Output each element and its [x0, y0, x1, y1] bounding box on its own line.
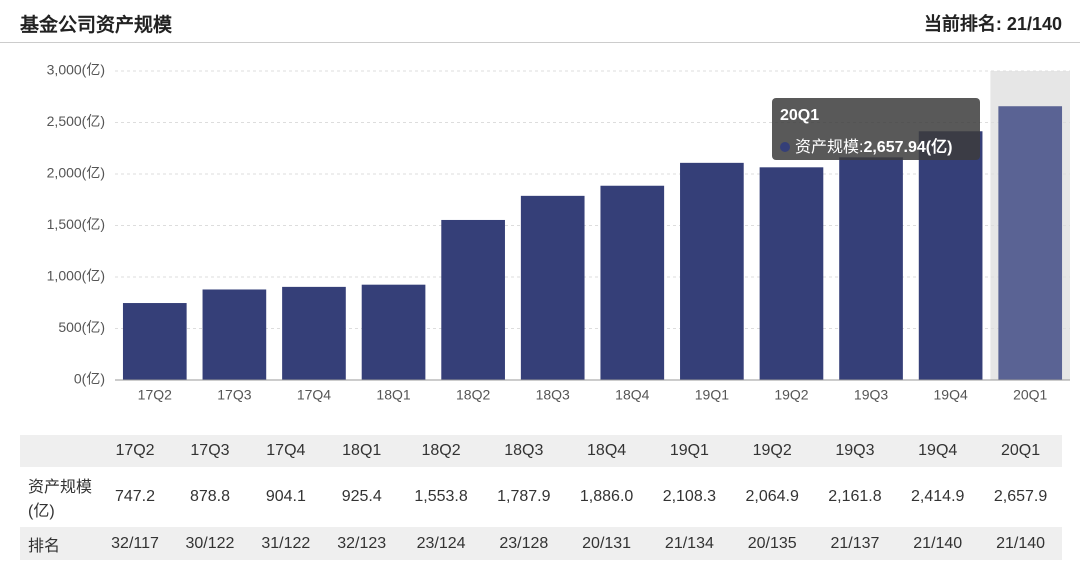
table-cell: 19Q2: [730, 435, 814, 467]
table-cell: 17Q3: [172, 435, 248, 467]
table-cell: 19Q3: [813, 435, 897, 467]
table-cell: 2,414.9: [911, 488, 965, 505]
y-tick-label: 2,000(亿): [47, 165, 105, 181]
table-cell: 904.1: [265, 488, 306, 505]
bar: [759, 167, 824, 380]
table-cell: 32/123: [323, 527, 400, 560]
header: 基金公司资产规模 当前排名: 21/140: [0, 0, 1080, 43]
table-cell: 18Q4: [565, 435, 648, 467]
table-cell: 1,553.8: [414, 488, 468, 505]
y-tick-label: 2,500(亿): [47, 113, 105, 129]
y-tick-label: 1,500(亿): [47, 216, 105, 232]
tooltip-row: 资产规模:2,657.94(亿): [780, 133, 952, 157]
x-tick-label: 17Q3: [217, 387, 251, 403]
bar: [122, 303, 187, 380]
bar: [282, 286, 346, 380]
x-tick-label: 17Q4: [297, 387, 331, 403]
table-cell: 20/131: [565, 527, 648, 560]
table-cell: 17Q2: [98, 435, 173, 467]
table-cell: 17Q4: [247, 435, 324, 467]
table-cell: 2,108.3: [662, 488, 717, 505]
x-tick-label: 19Q2: [774, 387, 808, 403]
y-tick-label: 500(亿): [58, 319, 105, 335]
table-cell: 878.8: [189, 488, 230, 505]
table-cell: 21/140: [896, 527, 980, 560]
table-cell: 20/135: [730, 527, 814, 560]
bar: [918, 131, 983, 380]
table-cell: 21/140: [979, 527, 1062, 560]
table-cell: 32/117: [98, 527, 173, 560]
table-cell: 30/122: [172, 527, 248, 560]
x-tick-label: 19Q3: [854, 387, 888, 403]
x-tick-label: 19Q4: [934, 387, 968, 403]
table-cell: 资产规模(亿): [28, 479, 93, 520]
table-row: 17Q2 17Q3 17Q4 18Q1 18Q2 18Q3 18Q4 19Q1 19Q2 19Q3…: [20, 435, 1062, 467]
table-cell: 21/137: [813, 527, 897, 560]
x-tick-label: 20Q1: [1013, 387, 1047, 403]
table-cell: 925.4: [341, 488, 382, 505]
data-table: 17Q2 17Q3 17Q4 18Q1 18Q2 18Q3 18Q4 19Q1 19Q2 19Q3…: [20, 435, 1062, 560]
table-cell: 18Q3: [482, 435, 566, 467]
table-cell: 2,657.9: [993, 488, 1048, 505]
tooltip: 20Q1 资产规模:2,657.94(亿): [772, 98, 980, 160]
table-cell: 747.2: [114, 488, 156, 505]
tooltip-value: 2,657.94(亿): [863, 139, 953, 156]
y-tick-label: 0(亿): [74, 371, 105, 387]
table-cell: [20, 435, 98, 467]
x-tick-label: 19Q1: [695, 387, 729, 403]
table-cell: 1,886.0: [579, 488, 634, 505]
bar: [202, 289, 267, 380]
tooltip-label: 资产规模:: [795, 139, 864, 156]
table-cell: 18Q1: [323, 435, 400, 467]
y-tick-label: 1,000(亿): [47, 268, 105, 284]
table-cell: 31/122: [247, 527, 324, 560]
bar: [839, 157, 903, 380]
chart: 0(亿) 500(亿) 1,000(亿) 1,500(亿) 2,000(亿) 2,500(…: [47, 62, 1070, 403]
bar: [680, 162, 744, 380]
bar: [441, 219, 505, 380]
bar: [600, 185, 665, 380]
table-cell: 19Q1: [648, 435, 731, 467]
table-cell: 23/124: [399, 527, 483, 560]
table-cell: 20Q1: [979, 435, 1062, 467]
x-tick-label: 17Q2: [138, 387, 172, 403]
y-tick-label: 3,000(亿): [47, 62, 105, 78]
bar: [361, 284, 426, 380]
table-cell: 2,064.9: [745, 488, 799, 505]
table-row: 资产规模(亿) 747.2 878.8 904.1 925.4 1,553.8 1,787.…: [20, 467, 1062, 527]
bar: [998, 106, 1063, 380]
tooltip-dot: [780, 142, 790, 152]
table-cell: 2,161.8: [828, 488, 882, 505]
x-tick-label: 18Q1: [376, 387, 410, 403]
table-cell: 排名: [20, 527, 98, 560]
title: 基金公司资产规模: [20, 15, 173, 36]
x-tick-label: 18Q2: [456, 387, 490, 403]
bar: [520, 195, 585, 380]
table-row: 排名 32/117 30/122 31/122 32/123 23/124 23/128 20…: [20, 527, 1062, 560]
x-tick-label: 18Q3: [536, 387, 570, 403]
table-cell: 23/128: [482, 527, 566, 560]
table-cell: 19Q4: [896, 435, 980, 467]
table-cell: 18Q2: [399, 435, 483, 467]
rank: 当前排名: 21/140: [923, 14, 1062, 34]
table-cell: 21/134: [648, 527, 731, 560]
tooltip-title: 20Q1: [780, 107, 820, 124]
x-tick-label: 18Q4: [615, 387, 649, 403]
table-cell: 1,787.9: [497, 488, 551, 505]
